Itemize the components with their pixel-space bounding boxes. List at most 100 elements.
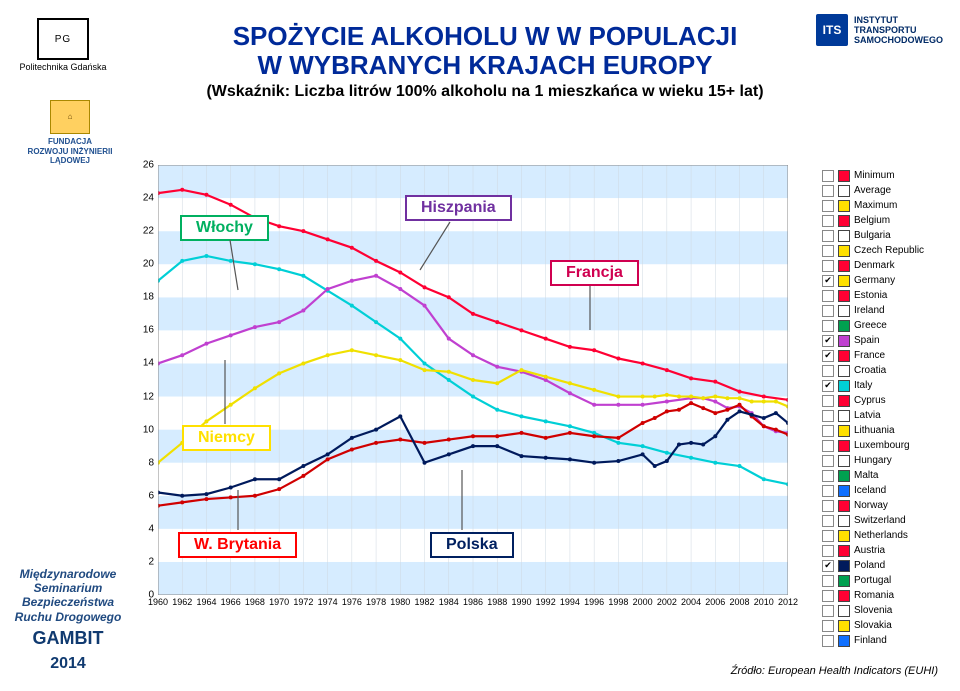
- callout-label: Francja: [550, 260, 639, 286]
- footer-l4: Ruchu Drogowego: [8, 610, 128, 624]
- legend-item[interactable]: Netherlands: [822, 528, 952, 543]
- checkbox-icon[interactable]: [822, 530, 834, 542]
- checkbox-icon[interactable]: [822, 305, 834, 317]
- callout-label: Włochy: [180, 215, 269, 241]
- checkbox-icon[interactable]: [822, 215, 834, 227]
- checkbox-icon[interactable]: [822, 260, 834, 272]
- legend-label: Denmark: [854, 260, 895, 271]
- legend-item[interactable]: Belgium: [822, 213, 952, 228]
- callout-label: Hiszpania: [405, 195, 512, 221]
- y-axis-ticks: 02468101214161820222426: [130, 165, 156, 595]
- legend-item[interactable]: ✔Germany: [822, 273, 952, 288]
- legend-label: Hungary: [854, 455, 892, 466]
- checkbox-icon[interactable]: [822, 440, 834, 452]
- logo-foundation: ⌂ FUNDACJA ROZWOJU INŻYNIERII LĄDOWEJ: [10, 100, 130, 166]
- legend-item[interactable]: ✔Spain: [822, 333, 952, 348]
- legend-item[interactable]: Slovakia: [822, 618, 952, 633]
- swatch-icon: [838, 365, 850, 377]
- legend-label: Netherlands: [854, 530, 908, 541]
- checkbox-icon[interactable]: [822, 500, 834, 512]
- swatch-icon: [838, 335, 850, 347]
- checkbox-icon[interactable]: [822, 485, 834, 497]
- footer-l3: Bezpieczeństwa: [8, 595, 128, 609]
- legend-label: Minimum: [854, 170, 895, 181]
- checkbox-icon[interactable]: [822, 605, 834, 617]
- legend-item[interactable]: Romania: [822, 588, 952, 603]
- checkbox-icon[interactable]: [822, 320, 834, 332]
- legend-item[interactable]: Luxembourg: [822, 438, 952, 453]
- checkbox-icon[interactable]: [822, 245, 834, 257]
- legend-label: Lithuania: [854, 425, 895, 436]
- footer-brand: GAMBIT: [33, 628, 104, 648]
- legend-item[interactable]: Estonia: [822, 288, 952, 303]
- checkbox-icon[interactable]: [822, 395, 834, 407]
- legend-item[interactable]: Hungary: [822, 453, 952, 468]
- legend-item[interactable]: Croatia: [822, 363, 952, 378]
- checkbox-icon[interactable]: [822, 365, 834, 377]
- footer-seminar: Międzynarodowe Seminarium Bezpieczeństwa…: [8, 567, 128, 673]
- legend-item[interactable]: Iceland: [822, 483, 952, 498]
- checkbox-icon[interactable]: ✔: [822, 350, 834, 362]
- checkbox-icon[interactable]: [822, 545, 834, 557]
- checkbox-icon[interactable]: ✔: [822, 275, 834, 287]
- legend-item[interactable]: Lithuania: [822, 423, 952, 438]
- checkbox-icon[interactable]: [822, 575, 834, 587]
- legend: Minimum Average MaximumBelgiumBulgariaCzec…: [822, 168, 952, 648]
- legend-label: Switzerland: [854, 515, 906, 526]
- swatch-icon: [838, 215, 850, 227]
- swatch-icon: [838, 425, 850, 437]
- legend-item[interactable]: Cyprus: [822, 393, 952, 408]
- checkbox-icon[interactable]: [822, 590, 834, 602]
- swatch-icon: [838, 380, 850, 392]
- legend-item[interactable]: Latvia: [822, 408, 952, 423]
- legend-item[interactable]: Denmark: [822, 258, 952, 273]
- legend-item[interactable]: Switzerland: [822, 513, 952, 528]
- swatch-icon: [838, 485, 850, 497]
- legend-item[interactable]: Maximum: [822, 198, 952, 213]
- checkbox-icon[interactable]: [822, 410, 834, 422]
- swatch-icon: [838, 590, 850, 602]
- legend-label: Slovenia: [854, 605, 892, 616]
- legend-item[interactable]: Finland: [822, 633, 952, 648]
- legend-item[interactable]: ✔France: [822, 348, 952, 363]
- legend-item[interactable]: Greece: [822, 318, 952, 333]
- checkbox-icon[interactable]: [822, 620, 834, 632]
- legend-item[interactable]: Slovenia: [822, 603, 952, 618]
- checkbox-icon[interactable]: [822, 185, 834, 197]
- swatch-icon: [838, 500, 850, 512]
- checkbox-icon[interactable]: ✔: [822, 560, 834, 572]
- legend-item[interactable]: ✔ Poland: [822, 558, 952, 573]
- checkbox-icon[interactable]: [822, 515, 834, 527]
- checkbox-icon[interactable]: ✔: [822, 335, 834, 347]
- checkbox-icon[interactable]: [822, 425, 834, 437]
- legend-label: Italy: [854, 380, 872, 391]
- legend-item[interactable]: Austria: [822, 543, 952, 558]
- checkbox-icon[interactable]: [822, 170, 834, 182]
- title-line2: W WYBRANYCH KRAJACH EUROPY: [180, 51, 790, 80]
- legend-label: Portugal: [854, 575, 891, 586]
- checkbox-icon[interactable]: [822, 635, 834, 647]
- legend-item[interactable]: Bulgaria: [822, 228, 952, 243]
- its-l1: INSTYTUT: [854, 15, 943, 25]
- checkbox-icon[interactable]: ✔: [822, 380, 834, 392]
- swatch-icon: [838, 575, 850, 587]
- swatch-icon: [838, 200, 850, 212]
- legend-item[interactable]: Minimum: [822, 168, 952, 183]
- checkbox-icon[interactable]: [822, 230, 834, 242]
- checkbox-icon[interactable]: [822, 470, 834, 482]
- swatch-icon: [838, 290, 850, 302]
- legend-label: Average: [854, 185, 891, 196]
- checkbox-icon[interactable]: [822, 290, 834, 302]
- legend-item[interactable]: Ireland: [822, 303, 952, 318]
- legend-item[interactable]: Portugal: [822, 573, 952, 588]
- swatch-icon: [838, 545, 850, 557]
- checkbox-icon[interactable]: [822, 200, 834, 212]
- legend-item[interactable]: ✔ Italy: [822, 378, 952, 393]
- legend-item[interactable]: Malta: [822, 468, 952, 483]
- swatch-icon: [838, 320, 850, 332]
- legend-item[interactable]: Czech Republic: [822, 243, 952, 258]
- legend-item[interactable]: Average: [822, 183, 952, 198]
- legend-item[interactable]: Norway: [822, 498, 952, 513]
- legend-label: Poland: [854, 560, 885, 571]
- checkbox-icon[interactable]: [822, 455, 834, 467]
